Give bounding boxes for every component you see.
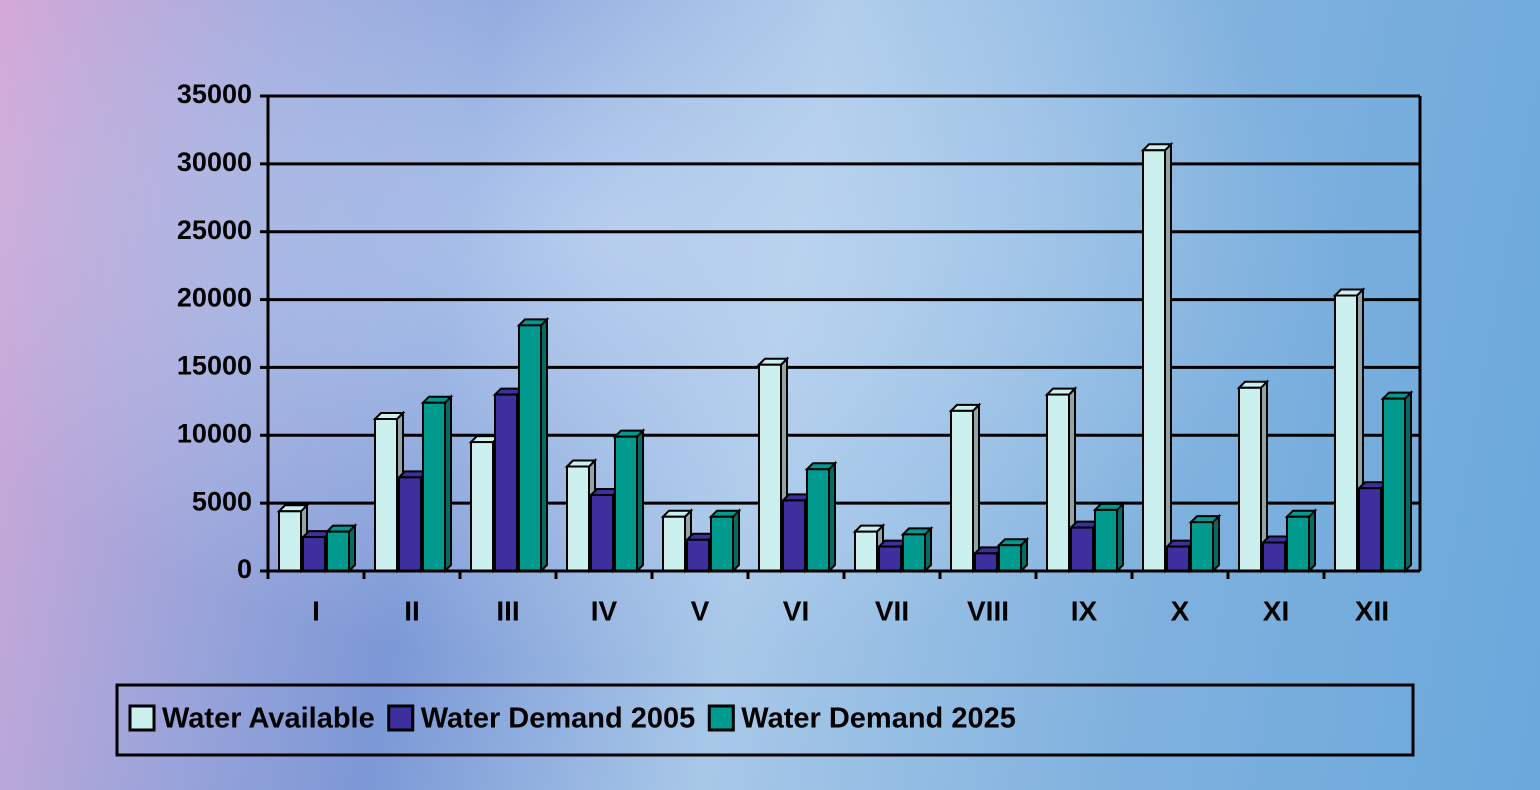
y-tick-label: 30000 xyxy=(177,147,252,177)
legend-swatch xyxy=(707,704,735,732)
x-tick-label: VII xyxy=(875,595,909,626)
bar xyxy=(1238,386,1262,572)
x-tick-label: IV xyxy=(591,595,618,626)
bar xyxy=(302,536,326,572)
bar xyxy=(470,441,494,573)
legend-label: Water Demand 2005 xyxy=(421,703,696,735)
bar xyxy=(662,515,686,573)
bar xyxy=(1334,294,1358,572)
x-tick-label: VI xyxy=(783,595,809,626)
y-tick-label: 5000 xyxy=(192,486,252,516)
x-tick-label: XI xyxy=(1263,595,1289,626)
bar xyxy=(1262,541,1286,572)
x-tick-label: V xyxy=(691,595,710,626)
bar xyxy=(566,465,590,572)
bar xyxy=(494,393,518,573)
bar xyxy=(518,324,542,572)
y-tick-label: 15000 xyxy=(177,351,252,381)
bar xyxy=(1094,508,1118,572)
bar xyxy=(1358,487,1382,573)
x-tick-label: I xyxy=(312,595,320,626)
bar xyxy=(1070,526,1094,572)
x-tick-label: IX xyxy=(1071,595,1098,626)
legend-label: Water Demand 2025 xyxy=(741,703,1016,735)
bar xyxy=(854,530,878,573)
bar xyxy=(1286,515,1310,573)
bar xyxy=(398,476,422,573)
bar xyxy=(1190,521,1214,573)
legend-label: Water Available xyxy=(162,703,375,735)
bar xyxy=(950,409,974,572)
x-tick-label: II xyxy=(404,595,420,626)
bar xyxy=(1382,397,1406,572)
bar xyxy=(278,510,302,572)
bar xyxy=(1166,545,1190,572)
x-tick-label: XII xyxy=(1355,595,1389,626)
y-tick-label: 0 xyxy=(237,554,252,584)
x-tick-label: X xyxy=(1171,595,1190,626)
bar xyxy=(374,418,398,572)
y-tick-label: 10000 xyxy=(177,418,252,448)
bar xyxy=(758,363,782,573)
bar xyxy=(878,545,902,572)
y-tick-label: 35000 xyxy=(177,79,252,109)
y-tick-label: 20000 xyxy=(177,283,252,313)
bar xyxy=(590,494,614,572)
bar xyxy=(974,552,998,572)
bar xyxy=(1142,149,1166,573)
bar xyxy=(806,468,830,573)
bar xyxy=(686,538,710,572)
bar xyxy=(710,515,734,573)
x-tick-label: III xyxy=(496,595,519,626)
bar xyxy=(902,533,926,572)
y-tick-label: 25000 xyxy=(177,215,252,245)
legend-swatch xyxy=(387,704,415,732)
bar xyxy=(1046,393,1070,573)
bar xyxy=(782,499,806,572)
legend-box xyxy=(115,683,1415,757)
bar xyxy=(614,435,638,572)
legend-swatch xyxy=(128,704,156,732)
bar xyxy=(998,544,1022,573)
x-tick-label: VIII xyxy=(967,595,1009,626)
bar xyxy=(422,401,446,573)
bar xyxy=(326,530,350,573)
